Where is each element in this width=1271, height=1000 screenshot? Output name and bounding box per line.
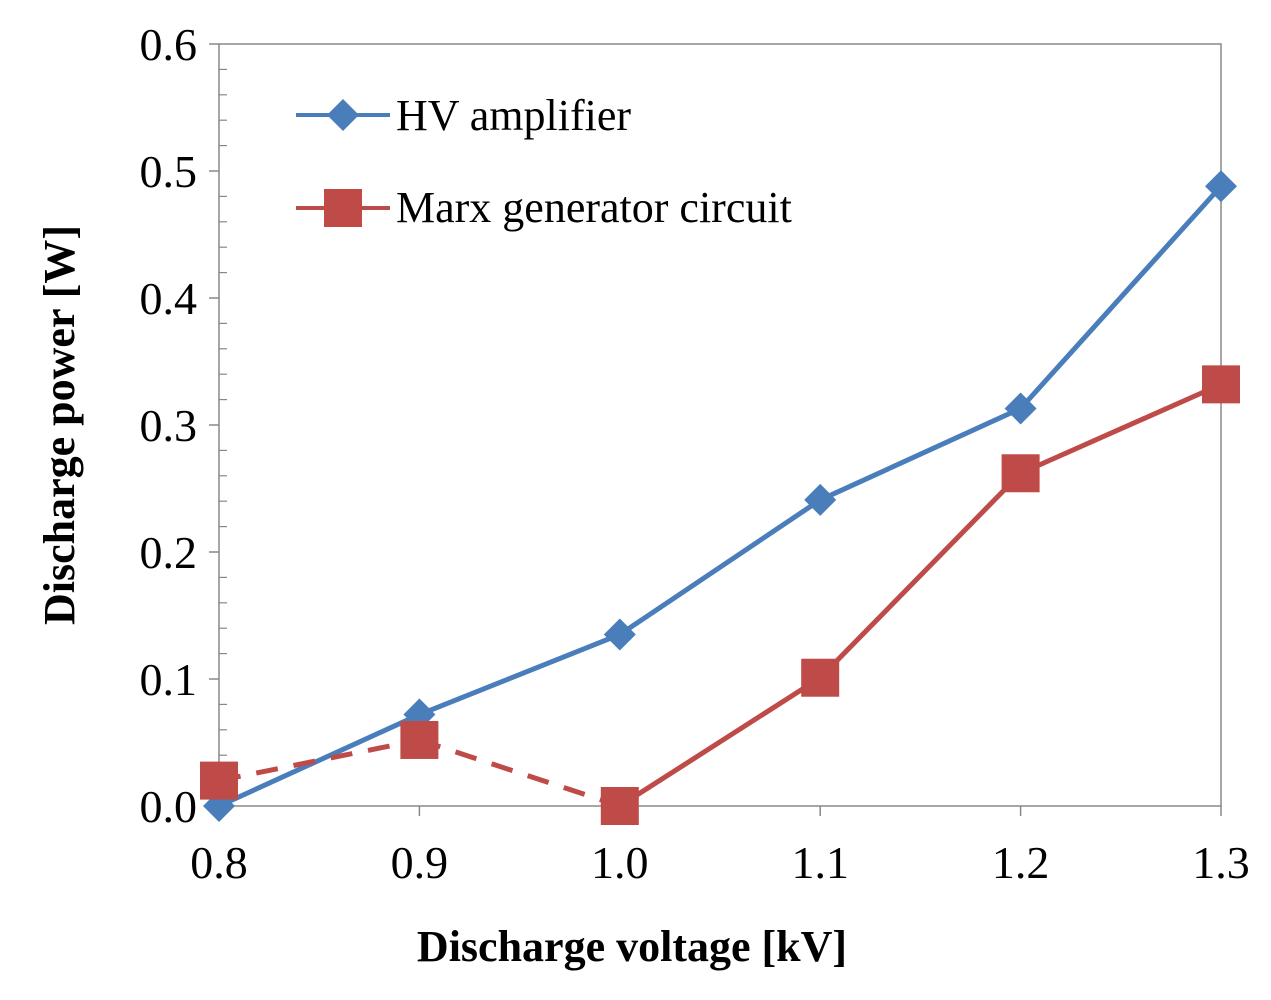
series-line-marx-generator-circuit <box>817 470 1024 681</box>
point-marx-generator-circuit <box>801 658 840 697</box>
series-line-hv-amplifier <box>1018 183 1224 411</box>
y-axis-ticks: 0.0 0.1 0.2 0.3 0.4 0.5 0.6 <box>140 19 219 832</box>
x-tick-label: 1.0 <box>591 837 649 888</box>
point-hv-amplifier <box>603 618 636 651</box>
legend-label-marx-generator: Marx generator circuit <box>396 183 792 232</box>
y-tick-label: 0.2 <box>140 527 198 578</box>
x-tick-label: 0.9 <box>391 837 449 888</box>
x-axis-ticks: 0.8 0.9 1.0 1.1 1.2 1.3 <box>190 806 1250 888</box>
legend-entry-hv-amplifier: HV amplifier <box>296 91 631 140</box>
legend-marker-hv-amplifier <box>327 99 359 131</box>
point-marx-generator-circuit <box>1001 454 1040 493</box>
plot-area <box>218 43 1222 807</box>
legend-label-hv-amplifier: HV amplifier <box>396 91 631 140</box>
legend-entry-marx-generator: Marx generator circuit <box>296 183 792 232</box>
series-line-marx-generator-circuit <box>617 675 823 809</box>
point-hv-amplifier <box>1004 392 1037 425</box>
y-axis-title: Discharge power [W] <box>35 225 84 625</box>
point-hv-amplifier <box>1205 170 1237 203</box>
y-tick-label: 0.6 <box>140 19 198 70</box>
series-layer <box>200 170 1240 825</box>
y-tick-label: 0.4 <box>140 273 198 324</box>
x-tick-label: 1.2 <box>992 837 1050 888</box>
series-line-hv-amplifier <box>617 497 823 638</box>
point-hv-amplifier <box>804 483 837 516</box>
series-line-hv-amplifier <box>817 405 1024 503</box>
point-marx-generator-circuit <box>600 787 639 825</box>
x-tick-label: 0.8 <box>190 837 248 888</box>
y-tick-label: 0.0 <box>140 781 198 832</box>
legend: HV amplifier Marx generator circuit <box>296 91 792 232</box>
point-marx-generator-circuit <box>1202 365 1240 404</box>
series-line-hv-amplifier <box>216 712 422 809</box>
series-line-marx-generator-circuit <box>218 737 420 784</box>
x-axis-title: Discharge voltage [kV] <box>417 922 847 971</box>
y-tick-label: 0.3 <box>140 400 198 451</box>
x-tick-label: 1.1 <box>791 837 849 888</box>
y-tick-label: 0.1 <box>140 654 198 705</box>
series-line-hv-amplifier <box>416 632 623 718</box>
x-tick-label: 1.3 <box>1192 837 1250 888</box>
point-marx-generator-circuit <box>200 761 238 800</box>
y-minor-ticks <box>219 68 227 782</box>
series-line-marx-generator-circuit <box>1018 381 1224 476</box>
y-tick-label: 0.5 <box>140 146 198 197</box>
legend-marker-marx-generator <box>324 189 362 227</box>
point-marx-generator-circuit <box>400 720 439 759</box>
